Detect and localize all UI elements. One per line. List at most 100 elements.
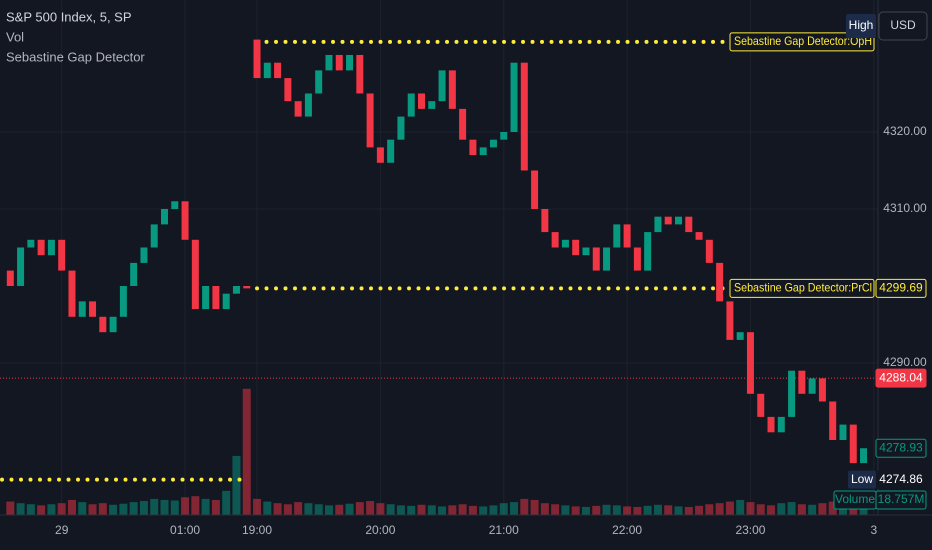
volume-bar [684, 506, 693, 515]
volume-bar [695, 505, 704, 515]
volume-bar [417, 504, 426, 515]
candle-body [37, 239, 45, 256]
volume-bar [756, 504, 765, 515]
volume-value-box [875, 490, 927, 510]
x-tick-label: 01:00 [170, 523, 200, 537]
candle-body [407, 93, 415, 117]
high-badge [846, 14, 876, 38]
volume-bar [119, 503, 128, 515]
candle-body [675, 216, 682, 225]
candle-body [469, 139, 477, 156]
volume-bar [540, 503, 549, 515]
price-label-box [876, 470, 926, 489]
candle-body [397, 116, 405, 140]
candle-body [572, 239, 580, 256]
volume-bar [335, 504, 344, 515]
currency-label[interactable]: USD [890, 18, 916, 32]
candle-body [582, 247, 590, 256]
candle-body [839, 424, 847, 440]
low-label: Low [851, 472, 873, 486]
volume-bar [150, 498, 159, 515]
candle-body [387, 139, 395, 163]
volume-bar [438, 506, 447, 515]
volume-pane [6, 388, 868, 515]
candle-body [89, 301, 97, 317]
candle-body [520, 62, 528, 171]
volume-bar [653, 504, 662, 515]
price-label: 4278.93 [879, 440, 923, 454]
levels [0, 39, 878, 482]
volume-name: Volume [835, 492, 875, 506]
volume-bar [211, 499, 220, 515]
price-label-box [875, 438, 927, 458]
candle-body [489, 139, 497, 148]
volume-bar [355, 502, 364, 515]
level-label-box [729, 32, 875, 52]
level-label: Sebastine Gap Detector:OpH [734, 34, 872, 48]
candle-body [603, 247, 611, 271]
chart-title: S&P 500 Index, 5, SP [6, 9, 132, 24]
volume-bar [715, 503, 724, 515]
candle-body [346, 54, 354, 71]
volume-bar [808, 504, 817, 515]
y-tick-label: 4310.00 [883, 201, 927, 215]
volume-bar [67, 499, 76, 515]
volume-bar [571, 506, 580, 515]
volume-bar [57, 503, 66, 515]
volume-bar [78, 502, 87, 515]
candle-body [746, 332, 754, 394]
volume-bar [396, 505, 405, 515]
volume-bar [510, 502, 519, 515]
x-tick-label: 3 [870, 523, 877, 537]
candle-body [140, 247, 148, 263]
currency-button[interactable] [878, 11, 928, 41]
candle-body [726, 301, 734, 340]
candle-body [335, 54, 343, 71]
volume-bar [828, 501, 837, 515]
volume-bar [551, 504, 560, 515]
volume-bar [324, 505, 333, 515]
volume-bar [479, 506, 488, 515]
volume-bar [633, 506, 642, 515]
candle-body [17, 247, 25, 286]
candle-body [623, 224, 631, 248]
candle-body [243, 285, 251, 289]
price-label-box [875, 278, 927, 298]
candle-body [315, 70, 323, 94]
volume-bar [376, 503, 385, 515]
price-label: 4299.69 [879, 281, 923, 295]
candle-body [284, 78, 292, 102]
x-tick-label: 23:00 [735, 523, 765, 537]
candle-body [428, 101, 436, 109]
candle-body [644, 232, 652, 271]
volume-bar [623, 506, 632, 515]
high-label: High [849, 18, 874, 32]
x-tick-label: 22:00 [612, 523, 642, 537]
candle-body [27, 239, 35, 248]
indicator-label: Vol [6, 29, 24, 44]
candle-body [109, 316, 117, 333]
candle-body [860, 448, 868, 464]
y-tick-label: 4320.00 [883, 124, 927, 138]
candle-body [253, 39, 261, 79]
volume-bar [767, 505, 776, 515]
candle-body [716, 262, 724, 302]
candle-body [232, 285, 240, 294]
candle-body [171, 201, 179, 209]
price-label: 4274.86 [879, 472, 923, 486]
candle-body [376, 147, 384, 163]
candle-body [541, 208, 549, 233]
candle-body [654, 216, 662, 233]
candle-body [130, 262, 138, 286]
candle-body [181, 201, 189, 240]
candle-body [294, 101, 302, 117]
candle-body [829, 401, 837, 440]
volume-bar [581, 506, 590, 515]
price-label-box [875, 368, 927, 388]
volume-bar [664, 505, 673, 515]
volume-bar [366, 501, 375, 515]
candle-body [849, 424, 857, 464]
candle-body [78, 301, 86, 317]
volume-bar [407, 505, 416, 515]
